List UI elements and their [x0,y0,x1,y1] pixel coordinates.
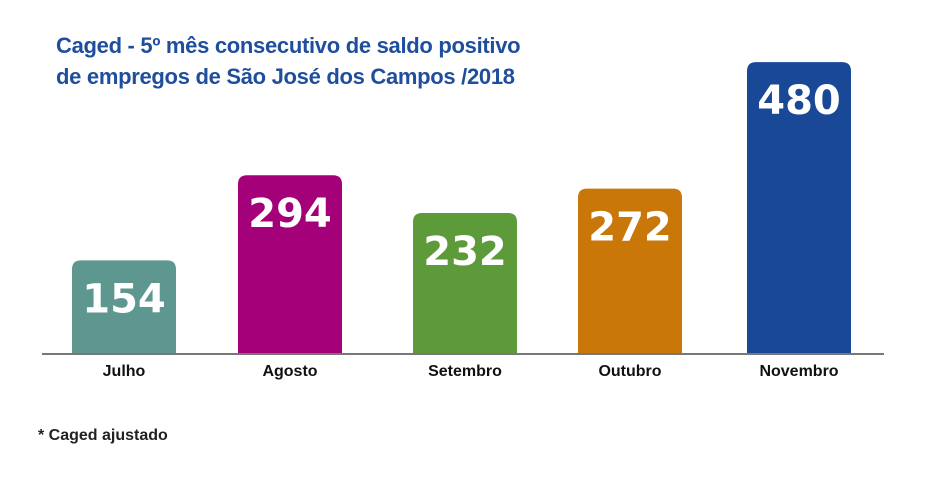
data-label-outubro: 272 [588,205,672,251]
data-label-agosto: 294 [248,191,332,237]
bar-setembro [413,212,517,354]
bar-outubro [578,188,682,354]
chart-title-line-2: de empregos de São José dos Campos /2018 [56,64,515,89]
category-labels-group: Julho Agosto Setembro Outubro Novembro [103,363,839,380]
chart-title-line-1: Caged - 5º mês consecutivo de saldo posi… [56,33,521,58]
data-label-julho: 154 [82,276,166,322]
bar-julho [72,260,176,354]
category-label-setembro: Setembro [428,363,502,380]
data-label-setembro: 232 [423,229,507,275]
category-label-outubro: Outubro [598,363,661,380]
category-label-julho: Julho [103,363,146,380]
category-label-novembro: Novembro [759,363,838,380]
data-label-novembro: 480 [757,78,841,124]
bar-novembro [747,62,851,354]
bars-group: 154 294 232 272 480 [72,62,851,354]
chart-title: Caged - 5º mês consecutivo de saldo posi… [56,30,616,92]
footnote: * Caged ajustado [38,427,168,444]
bar-agosto [238,175,342,354]
category-label-agosto: Agosto [262,363,317,380]
